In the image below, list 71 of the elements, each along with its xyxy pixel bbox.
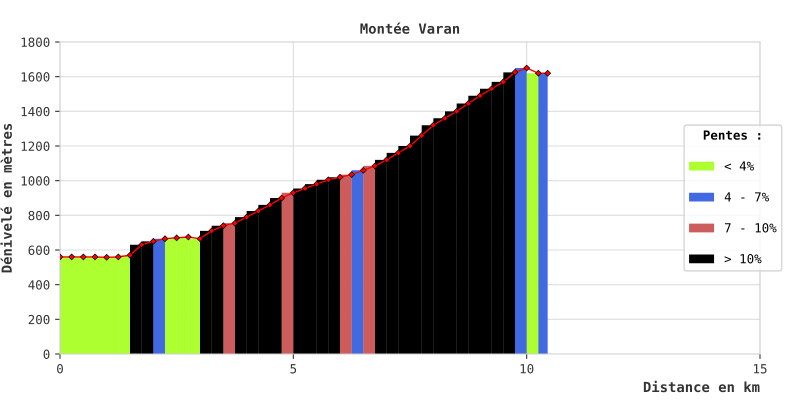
x-tick-label: 0 bbox=[57, 364, 63, 374]
x-tick-label: 10 bbox=[520, 364, 534, 374]
legend-label: > 10% bbox=[724, 254, 762, 264]
point bbox=[92, 254, 98, 260]
y-tick-label: 0 bbox=[44, 350, 50, 359]
point bbox=[150, 238, 157, 245]
point bbox=[313, 180, 320, 188]
point bbox=[302, 185, 308, 192]
x-axis-title: Distance en km bbox=[644, 380, 760, 392]
x-tick-label: 5 bbox=[290, 364, 296, 374]
y-tick-label: 200 bbox=[28, 314, 50, 324]
point bbox=[348, 171, 355, 178]
bar bbox=[153, 238, 165, 354]
bar bbox=[282, 192, 294, 354]
point bbox=[290, 190, 297, 196]
point bbox=[488, 86, 495, 92]
point bbox=[523, 64, 530, 72]
point bbox=[544, 70, 551, 76]
y-tick-label: 1200 bbox=[22, 142, 50, 151]
point bbox=[406, 142, 414, 150]
point bbox=[196, 235, 204, 242]
point bbox=[372, 162, 378, 170]
y-tick-label: 600 bbox=[28, 246, 50, 255]
point bbox=[430, 122, 437, 128]
point bbox=[395, 150, 402, 156]
bar bbox=[340, 174, 352, 354]
bar bbox=[526, 73, 538, 354]
point bbox=[383, 156, 390, 164]
point bbox=[442, 114, 448, 122]
point bbox=[115, 254, 122, 260]
y-tick-label: 800 bbox=[28, 210, 50, 220]
bar bbox=[515, 68, 527, 354]
bar bbox=[352, 170, 364, 354]
y-tick-label: 1400 bbox=[22, 106, 50, 116]
point bbox=[418, 132, 425, 139]
y-tick-label: 1000 bbox=[22, 176, 50, 186]
point bbox=[126, 252, 134, 258]
y-tick-label: 1800 bbox=[22, 38, 50, 47]
point bbox=[453, 108, 460, 115]
point bbox=[512, 69, 518, 76]
point bbox=[232, 220, 238, 226]
y-axis-title: Dénivelé en mètres bbox=[0, 124, 12, 272]
point bbox=[535, 70, 542, 76]
point bbox=[208, 228, 215, 234]
point bbox=[266, 202, 274, 208]
legend-label: < 4% bbox=[724, 161, 754, 171]
point bbox=[185, 234, 192, 240]
point bbox=[243, 214, 250, 220]
legend-label: 7 - 10% bbox=[724, 223, 777, 233]
point bbox=[255, 208, 262, 214]
legend-label: 4 - 7% bbox=[724, 192, 770, 202]
legend-title: Pentes : bbox=[704, 130, 760, 140]
point bbox=[162, 235, 168, 242]
x-tick-label: 15 bbox=[754, 364, 767, 374]
point bbox=[68, 254, 75, 260]
point bbox=[500, 78, 507, 86]
y-tick-label: 1600 bbox=[22, 72, 50, 82]
point bbox=[80, 254, 87, 260]
chart-title: Montée Varan bbox=[360, 22, 460, 34]
point bbox=[278, 194, 285, 202]
point bbox=[360, 166, 367, 174]
point bbox=[138, 242, 145, 248]
point bbox=[336, 174, 344, 180]
bar bbox=[223, 223, 235, 354]
y-tick-label: 400 bbox=[28, 280, 50, 290]
bar bbox=[363, 166, 375, 354]
point bbox=[325, 176, 332, 184]
point bbox=[220, 222, 227, 230]
point bbox=[173, 234, 180, 242]
point bbox=[103, 254, 110, 261]
point bbox=[465, 100, 472, 107]
